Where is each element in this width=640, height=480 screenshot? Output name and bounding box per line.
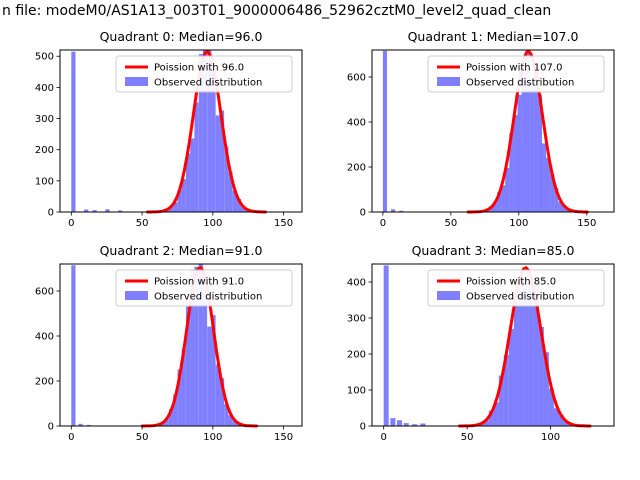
tick-labels: 0 50 100 150 0 200 400 600: [35, 287, 293, 444]
x-tick-label: 0: [68, 218, 74, 229]
quadrant-3-subplot: 0 50 100 0 100 200 300 400 Quadrant 3: Median=85…: [322, 240, 622, 454]
y-tick-label: 600: [347, 73, 366, 84]
subplot-title: Quadrant 0: Median=96.0: [100, 29, 263, 44]
axes-frame: [371, 263, 615, 427]
quadrant-3-plot: 0 50 100 0 100 200 300 400 Quadrant 3: Median=85…: [347, 243, 615, 444]
legend: Poission with 107.0 Observed distribution: [427, 55, 605, 93]
y-tick-label: 600: [35, 287, 54, 298]
histogram-bars: [71, 50, 254, 213]
legend-hist-label: Observed distribution: [154, 78, 262, 89]
subplot-title: Quadrant 1: Median=107.0: [408, 29, 579, 44]
legend: Poission with 91.0 Observed distribution: [115, 269, 293, 307]
x-tick-label: 100: [509, 218, 528, 229]
histogram-bars: [71, 264, 246, 427]
y-tick-label: 400: [35, 332, 54, 343]
legend-frame: [115, 269, 293, 307]
legend-hist-swatch: [125, 291, 148, 300]
legend-fit-label: Poission with 96.0: [154, 63, 244, 74]
axes-frame: [59, 263, 303, 427]
y-tick-label: 300: [347, 314, 366, 325]
ticks: [56, 290, 285, 430]
x-tick-label: 50: [136, 432, 149, 443]
legend-fit-label: Poission with 91.0: [154, 277, 244, 288]
y-tick-label: 400: [35, 83, 54, 94]
y-tick-label: 400: [347, 118, 366, 129]
y-tick-label: 0: [360, 422, 366, 433]
histogram-bars: [383, 265, 579, 426]
x-tick-label: 100: [203, 218, 222, 229]
y-tick-label: 200: [347, 350, 366, 361]
y-tick-label: 200: [35, 377, 54, 388]
x-tick-label: 0: [380, 218, 386, 229]
legend-fit-label: Poission with 107.0: [466, 63, 562, 74]
y-tick-label: 200: [347, 163, 366, 174]
poisson-fit-curve: [140, 266, 259, 428]
legend-fit-label: Poission with 85.0: [466, 277, 556, 288]
legend: Poission with 85.0 Observed distribution: [427, 269, 605, 307]
legend-hist-swatch: [125, 77, 148, 86]
x-tick-label: 150: [274, 218, 293, 229]
tick-labels: 0 50 100 150 0 100 200 300 400 500: [35, 52, 293, 229]
quadrant-1-plot: 0 50 100 150 0 200 400 600 Quadrant 1: Median=10…: [347, 29, 615, 230]
quadrant-0-subplot: 0 50 100 150 0 100 200 300 400 500 Quadrant 0: Med…: [10, 26, 310, 240]
legend-hist-swatch: [437, 77, 460, 86]
quadrant-2-subplot: 0 50 100 150 0 200 400 600 Quadrant 2: Median=91…: [10, 240, 310, 454]
histogram-bars: [382, 50, 579, 213]
y-tick-label: 0: [360, 208, 366, 219]
axes-frame: [371, 49, 615, 213]
poisson-fit-curve: [458, 266, 592, 428]
y-tick-label: 500: [35, 52, 54, 63]
legend-hist-label: Observed distribution: [466, 292, 574, 303]
ticks: [368, 281, 551, 430]
legend-hist-label: Observed distribution: [154, 292, 262, 303]
y-tick-label: 200: [35, 145, 54, 156]
x-tick-label: 150: [577, 218, 596, 229]
poisson-fit-curve: [466, 49, 589, 214]
y-tick-label: 0: [48, 208, 54, 219]
poisson-fit-curve: [146, 50, 267, 214]
y-tick-label: 100: [35, 176, 54, 187]
legend-frame: [427, 55, 605, 93]
tick-labels: 0 50 100 0 100 200 300 400: [347, 278, 560, 444]
x-tick-label: 50: [136, 218, 149, 229]
x-tick-label: 50: [461, 432, 474, 443]
tick-labels: 0 50 100 150 0 200 400 600: [347, 73, 596, 230]
ticks: [368, 76, 588, 216]
quadrant-0-plot: 0 50 100 150 0 100 200 300 400 500 Quadrant 0: Med…: [35, 29, 303, 229]
axes-frame: [59, 49, 303, 213]
x-tick-label: 0: [68, 432, 74, 443]
x-tick-label: 0: [380, 432, 386, 443]
x-tick-label: 50: [444, 218, 457, 229]
y-tick-label: 0: [48, 422, 54, 433]
subplot-title: Quadrant 3: Median=85.0: [412, 243, 575, 258]
legend-frame: [427, 269, 605, 307]
quadrant-1-subplot: 0 50 100 150 0 200 400 600 Quadrant 1: Median=10…: [322, 26, 622, 240]
legend-hist-swatch: [437, 291, 460, 300]
x-tick-label: 150: [274, 432, 293, 443]
x-tick-label: 100: [203, 432, 222, 443]
ticks: [56, 55, 285, 216]
y-tick-label: 400: [347, 278, 366, 289]
figure-title: n file: modeM0/AS1A13_003T01_9000006486_…: [2, 3, 552, 19]
quadrant-2-plot: 0 50 100 150 0 200 400 600 Quadrant 2: Median=91…: [35, 243, 303, 444]
y-tick-label: 100: [347, 386, 366, 397]
subplot-title: Quadrant 2: Median=91.0: [100, 243, 263, 258]
legend: Poission with 96.0 Observed distribution: [115, 55, 293, 93]
x-tick-label: 100: [541, 432, 560, 443]
legend-frame: [115, 55, 293, 93]
legend-hist-label: Observed distribution: [466, 78, 574, 89]
y-tick-label: 300: [35, 114, 54, 125]
